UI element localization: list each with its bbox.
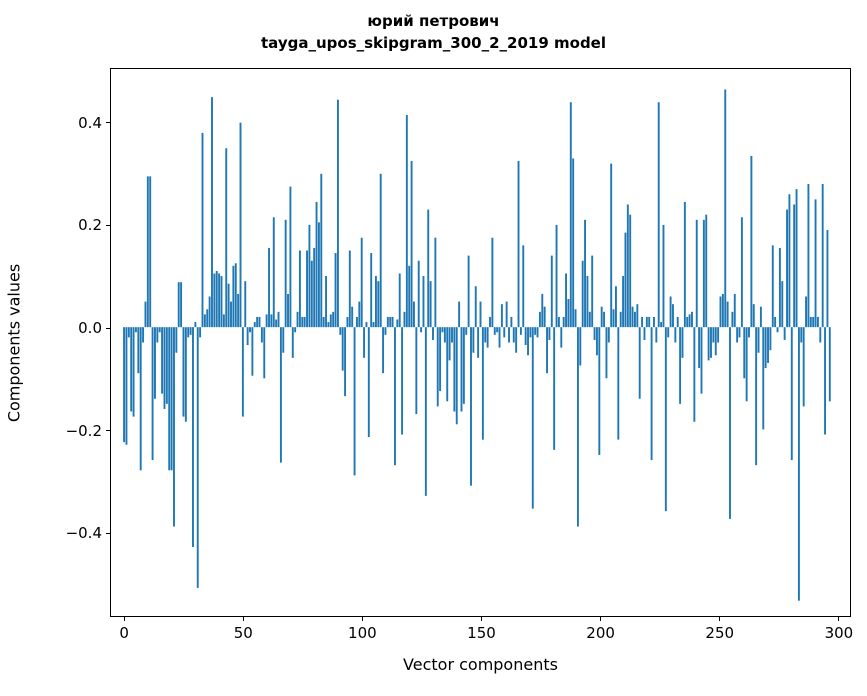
y-axis-label: Components values	[4, 263, 24, 423]
x-axis-tick-label: 150	[467, 624, 496, 642]
x-axis-tick	[361, 616, 363, 621]
x-axis-tick	[242, 616, 244, 621]
y-axis-tick	[106, 122, 111, 124]
x-axis-tick-label: 50	[233, 624, 253, 642]
chart-title: юрий петрович tayga_upos_skipgram_300_2_…	[0, 10, 867, 54]
y-axis-tick-label: −0.2	[65, 421, 102, 440]
x-axis-tick-label: 0	[119, 624, 129, 642]
chart-title-line2: tayga_upos_skipgram_300_2_2019 model	[261, 34, 606, 52]
x-axis-tick	[123, 616, 125, 621]
y-axis-tick	[106, 327, 111, 329]
x-axis-label: Vector components	[403, 655, 558, 674]
y-axis-tick-label: 0.0	[78, 319, 102, 338]
x-axis-tick	[838, 616, 840, 621]
y-axis-tick-label: 0.4	[78, 113, 102, 132]
x-axis-tick-label: 200	[586, 624, 615, 642]
x-axis-tick-label: 250	[705, 624, 735, 642]
x-axis-tick	[719, 616, 721, 621]
x-axis-tick	[600, 616, 602, 621]
x-axis-tick-label: 100	[348, 624, 377, 642]
plot-area	[111, 69, 850, 616]
bar-series	[123, 89, 831, 601]
y-axis-tick	[106, 224, 111, 227]
x-axis-tick-label: 300	[824, 624, 854, 642]
y-axis-tick-label: −0.4	[65, 524, 102, 543]
y-axis-tick	[106, 430, 111, 432]
plot-axes: −0.4 −0.2 0.0 0.2 0.4 0 50 100 150 200 250 300	[66, 68, 853, 642]
y-axis-tick-label: 0.2	[78, 216, 102, 235]
y-axis-tick	[106, 532, 111, 534]
chart-title-line1: юрий петрович	[367, 12, 500, 30]
x-axis-tick	[480, 616, 483, 621]
